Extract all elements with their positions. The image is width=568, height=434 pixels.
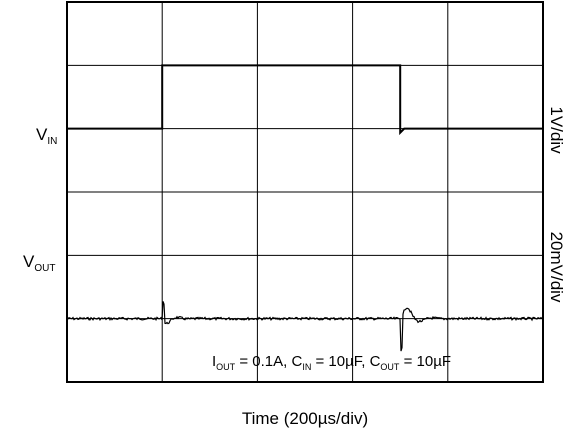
vin-label: VIN: [36, 125, 57, 147]
vout-trace: [66, 301, 544, 352]
vin-trace: [67, 64, 543, 136]
x-axis-label: Time (200µs/div): [242, 409, 368, 428]
vout-scale-label: 20mV/div: [547, 232, 566, 303]
grid-lines: [67, 2, 543, 382]
test-conditions-annotation: IOUT = 0.1A, CIN = 10µF, COUT = 10µF: [212, 353, 451, 372]
vout-label: VOUT: [23, 252, 55, 274]
plot-frame: [66, 1, 544, 383]
vin-scale-label: 1V/div: [547, 106, 566, 154]
